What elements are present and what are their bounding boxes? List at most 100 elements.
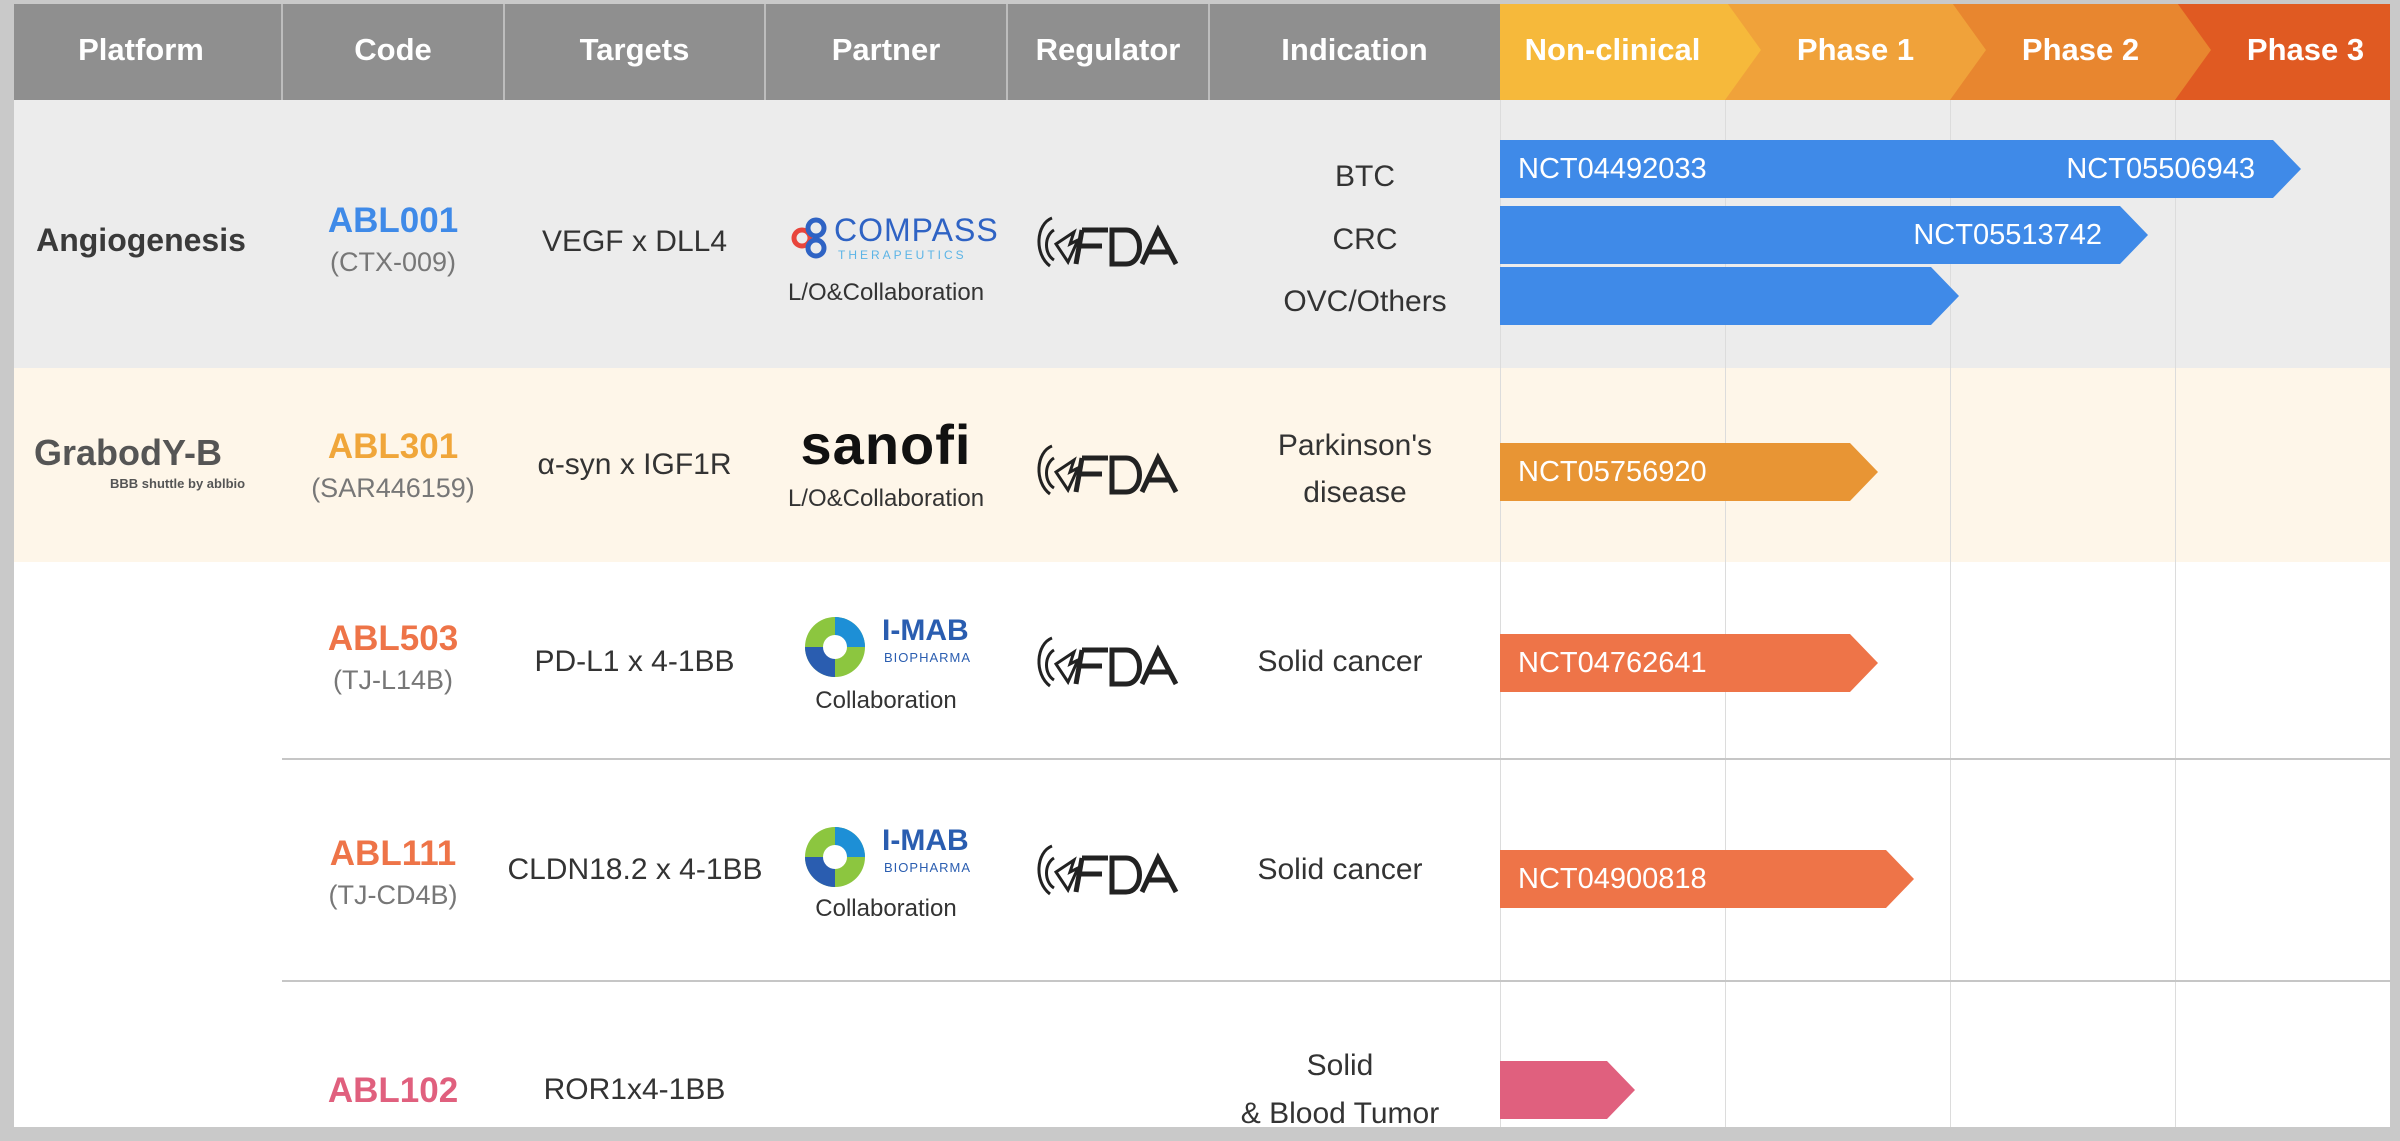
- imab-logo: I-MAB BIOPHARMA: [800, 612, 980, 682]
- fda-logo: [1030, 630, 1190, 705]
- phase-header-phase-3: Phase 3: [2175, 4, 2390, 100]
- grabody-b-logo: GrabodY-B BBB shuttle by ablbio: [30, 432, 260, 502]
- fda-swoosh-icon: [1037, 636, 1082, 688]
- row-divider: [282, 758, 2390, 760]
- header-divider: [281, 4, 283, 100]
- partner-caption: L/O&Collaboration: [787, 485, 985, 512]
- trial-arrow: NCT04762641: [1500, 634, 1878, 692]
- targets-cldn182-41bb: CLDN18.2 x 4-1BB: [507, 853, 763, 886]
- fda-logo: [1030, 838, 1190, 913]
- header-divider: [503, 4, 505, 100]
- trial-arrow-shape: [1500, 1061, 1635, 1119]
- trial-id-label[interactable]: NCT04492033: [1518, 153, 1707, 185]
- compass-wordmark-sub: THERAPEUTICS: [838, 248, 967, 262]
- indication-solid-cancer: Solid cancer: [1257, 645, 1423, 678]
- phase-chevron: [1500, 4, 1761, 100]
- grabody-b-wordmark: GrabodY-B: [34, 432, 223, 473]
- partner-caption: L/O&Collaboration: [787, 279, 985, 306]
- indication-crc: CRC: [1332, 223, 1398, 256]
- fda-f-icon: [1073, 855, 1108, 893]
- fda-swoosh-icon: [1037, 844, 1082, 896]
- compass-rings-icon: [791, 217, 827, 259]
- grid-line: [1950, 100, 1951, 1127]
- alias-tj-cd4b: (TJ-CD4B): [328, 880, 458, 910]
- fda-a-icon: [1139, 852, 1179, 894]
- imab-wordmark: I-MAB: [882, 824, 969, 857]
- alias-ctx-009: (CTX-009): [329, 247, 457, 277]
- fda-d-icon: [1109, 227, 1142, 267]
- compass-wordmark: COMPASS: [834, 212, 999, 248]
- grabody-b-tagline: BBB shuttle by ablbio: [110, 476, 246, 491]
- trial-arrow-shape: [1500, 140, 2301, 198]
- header-targets: Targets: [504, 4, 765, 100]
- trial-id-label[interactable]: NCT04900818: [1518, 863, 1707, 895]
- imab-mark-icon: [805, 827, 865, 887]
- imab-mark-icon: [805, 617, 865, 677]
- partner-caption: Collaboration: [815, 687, 957, 714]
- compass-logo: COMPASS THERAPEUTICS: [788, 210, 998, 266]
- header-regulator: Regulator: [1007, 4, 1209, 100]
- imab-wordmark-sub: BIOPHARMA: [884, 860, 972, 875]
- targets-asyn-igf1r: α-syn x IGF1R: [537, 448, 732, 481]
- grid-line: [1725, 100, 1726, 1127]
- sanofi-logo: sanofi: [800, 413, 972, 476]
- grid-line: [2175, 100, 2176, 1127]
- phase-label: Non-clinical: [1524, 32, 1701, 67]
- fda-d-icon: [1109, 455, 1142, 495]
- trial-arrow: [1500, 1061, 1635, 1119]
- imab-wordmark-sub: BIOPHARMA: [884, 650, 972, 665]
- trial-id-label[interactable]: NCT05506943: [2066, 153, 2255, 185]
- trial-arrow-shape: [1500, 850, 1914, 908]
- trial-arrow: [1500, 267, 1959, 325]
- indication-solid-cancer: Solid cancer: [1257, 853, 1423, 886]
- trial-id-label[interactable]: NCT04762641: [1518, 647, 1707, 679]
- fda-f-icon: [1073, 455, 1108, 493]
- fda-swoosh-icon: [1037, 444, 1082, 496]
- fda-f-icon: [1073, 647, 1108, 685]
- imab-wordmark: I-MAB: [882, 614, 969, 647]
- indication-solid-blood-line1: Solid: [1306, 1049, 1374, 1082]
- targets-vegf-dll4: VEGF x DLL4: [541, 225, 728, 258]
- alias-tj-l14b: (TJ-L14B): [332, 665, 454, 695]
- trial-id-label[interactable]: NCT05756920: [1518, 456, 1707, 488]
- row-grabody-bg: [14, 368, 2390, 562]
- platform-angiogenesis: Angiogenesis: [36, 222, 246, 258]
- header-divider: [1208, 4, 1210, 100]
- grid-line: [1500, 100, 1501, 1127]
- partner-caption: Collaboration: [815, 895, 957, 922]
- phase-label: Phase 1: [1796, 32, 1915, 67]
- phase-header-phase-1: Phase 1: [1725, 4, 1986, 100]
- indication-solid-blood-line2: & Blood Tumor: [1240, 1097, 1440, 1130]
- header-code: Code: [282, 4, 504, 100]
- trial-arrow: NCT04900818: [1500, 850, 1914, 908]
- trial-arrow: NCT05513742: [1500, 206, 2148, 264]
- code-abl102: ABL102: [327, 1071, 459, 1110]
- fda-d-icon: [1109, 647, 1142, 687]
- phase-label: Phase 2: [2021, 32, 2140, 67]
- phase-label: Phase 3: [2246, 32, 2365, 67]
- trial-arrow-shape: [1500, 634, 1878, 692]
- code-abl301: ABL301: [327, 427, 459, 466]
- code-abl503: ABL503: [327, 619, 459, 658]
- trial-id-label[interactable]: NCT05513742: [1913, 219, 2102, 251]
- phase-chevron: [1950, 4, 2211, 100]
- fda-swoosh-icon: [1037, 216, 1082, 268]
- imab-logo: I-MAB BIOPHARMA: [800, 822, 980, 892]
- fda-a-icon: [1139, 224, 1179, 266]
- fda-d-icon: [1109, 855, 1142, 895]
- phase-header-non-clinical: Non-clinical: [1500, 4, 1761, 100]
- indication-btc: BTC: [1335, 160, 1395, 193]
- header-divider: [764, 4, 766, 100]
- row-divider: [282, 980, 2390, 982]
- phase-chevron: [1725, 4, 1986, 100]
- trial-arrow-shape: [1500, 206, 2148, 264]
- fda-f-icon: [1073, 227, 1108, 265]
- header-indication: Indication: [1209, 4, 1500, 100]
- header-partner: Partner: [765, 4, 1007, 100]
- targets-pdl1-41bb: PD-L1 x 4-1BB: [534, 645, 735, 678]
- code-abl111: ABL111: [329, 834, 457, 873]
- phase-chevron: [2175, 4, 2390, 100]
- fda-a-icon: [1139, 452, 1179, 494]
- phase-header-phase-2: Phase 2: [1950, 4, 2211, 100]
